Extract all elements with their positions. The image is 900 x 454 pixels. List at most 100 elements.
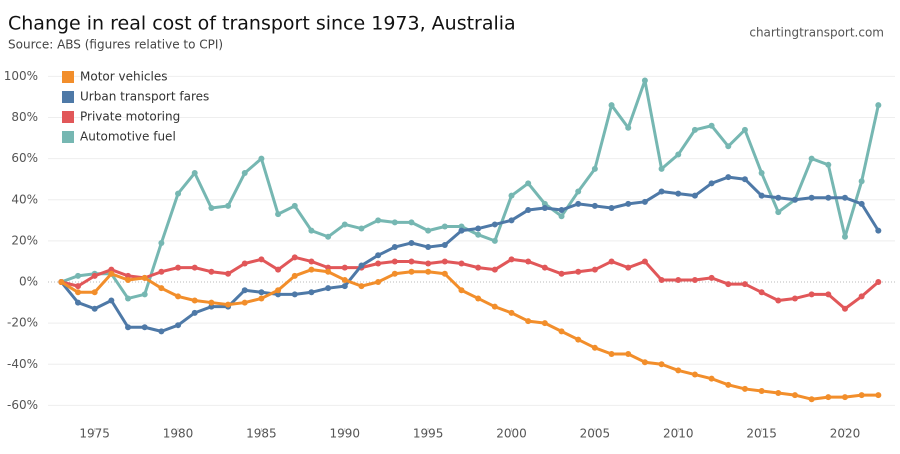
point	[191, 297, 198, 304]
point	[575, 200, 582, 207]
x-tick-label: 1980	[163, 427, 194, 441]
point	[325, 233, 332, 240]
point	[408, 239, 415, 246]
point	[375, 260, 382, 267]
point	[241, 260, 248, 267]
point	[441, 223, 448, 230]
point	[208, 204, 215, 211]
point	[575, 188, 582, 195]
point	[491, 237, 498, 244]
point	[825, 194, 832, 201]
point	[308, 289, 315, 296]
point	[575, 268, 582, 275]
point	[625, 124, 632, 131]
point	[725, 174, 732, 181]
point	[208, 303, 215, 310]
point	[741, 176, 748, 183]
point	[541, 200, 548, 207]
point	[125, 276, 132, 283]
point	[191, 264, 198, 271]
point	[441, 242, 448, 248]
point	[858, 293, 865, 300]
point	[91, 272, 98, 279]
point	[725, 281, 732, 288]
point	[858, 392, 865, 399]
point	[775, 390, 782, 397]
point	[175, 293, 182, 300]
point	[191, 309, 198, 316]
point	[141, 291, 148, 298]
point	[141, 274, 148, 281]
y-tick-label: 20%	[11, 233, 38, 247]
point	[591, 344, 598, 351]
point	[791, 295, 798, 302]
point	[458, 260, 465, 267]
point	[225, 270, 232, 277]
point	[508, 217, 515, 224]
point	[425, 268, 432, 275]
point	[508, 192, 515, 199]
point	[491, 221, 498, 228]
point	[275, 287, 282, 294]
point	[541, 320, 548, 327]
legend-swatch	[62, 71, 74, 83]
y-tick-label: -20%	[7, 316, 38, 330]
point	[175, 322, 182, 329]
point	[475, 295, 482, 302]
point	[558, 207, 565, 214]
y-tick-label: 100%	[4, 69, 38, 83]
point	[508, 256, 515, 263]
point	[558, 213, 565, 220]
point	[575, 336, 582, 343]
x-tick-label: 1995	[413, 427, 444, 441]
point	[525, 180, 532, 187]
point	[125, 295, 132, 302]
point	[375, 252, 382, 259]
point	[691, 276, 698, 283]
point	[258, 155, 265, 162]
point	[725, 143, 732, 150]
point	[241, 299, 248, 306]
point	[325, 268, 332, 275]
point	[341, 221, 348, 228]
point	[458, 227, 465, 234]
y-tick-label: 60%	[11, 151, 38, 165]
point	[825, 291, 832, 298]
point	[75, 272, 82, 279]
point	[725, 381, 732, 388]
point	[341, 283, 348, 290]
point	[458, 287, 465, 294]
point	[658, 165, 665, 172]
x-tick-label: 1990	[330, 427, 361, 441]
point	[491, 303, 498, 310]
point	[691, 126, 698, 133]
point	[625, 200, 632, 207]
point	[91, 305, 98, 312]
point	[175, 264, 182, 271]
point	[675, 276, 682, 283]
point	[258, 295, 265, 302]
point	[758, 170, 765, 177]
point	[391, 270, 398, 277]
point	[491, 266, 498, 273]
point	[475, 264, 482, 271]
point	[825, 394, 832, 401]
point	[658, 188, 665, 195]
point	[108, 297, 115, 304]
point	[741, 385, 748, 392]
point	[841, 305, 848, 312]
point	[758, 192, 765, 199]
point	[225, 301, 232, 308]
point	[691, 371, 698, 378]
point	[708, 180, 715, 187]
point	[308, 266, 315, 273]
point	[658, 276, 665, 283]
point	[358, 262, 365, 269]
point	[341, 264, 348, 271]
point	[775, 209, 782, 216]
point	[741, 126, 748, 133]
point	[758, 289, 765, 296]
point	[341, 276, 348, 283]
point	[775, 194, 782, 201]
